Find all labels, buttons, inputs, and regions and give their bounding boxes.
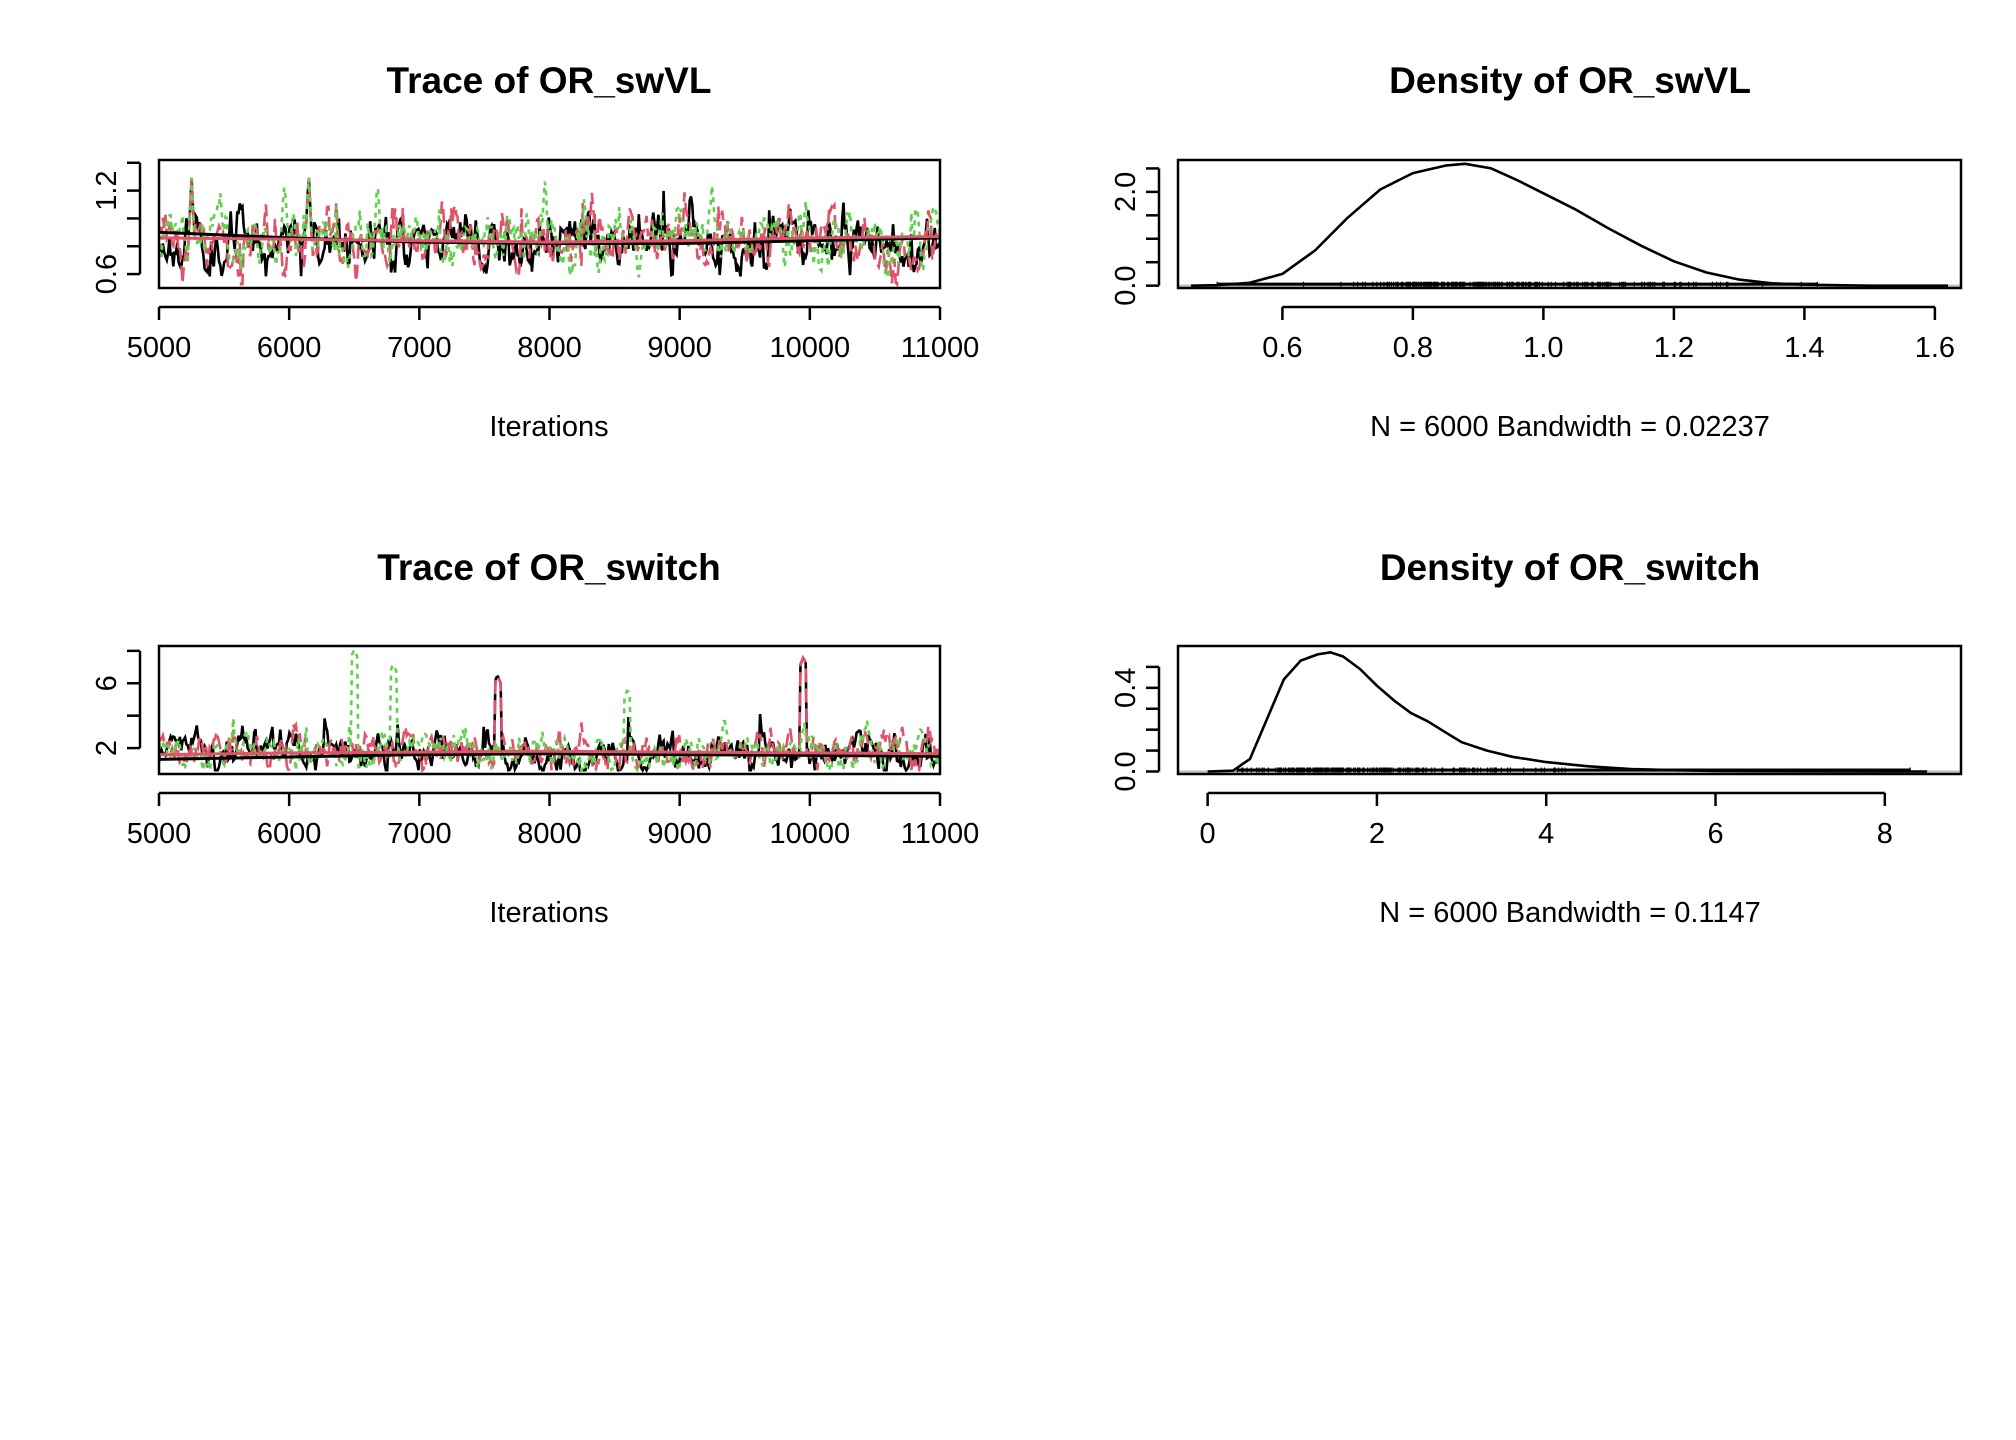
panel-title: Trace of OR_swVL bbox=[387, 60, 712, 101]
panel-title: Density of OR_swVL bbox=[1389, 60, 1751, 101]
x-axis-label: Iterations bbox=[489, 897, 608, 929]
panel-title: Density of OR_switch bbox=[1380, 547, 1760, 588]
x-tick-label: 8 bbox=[1877, 818, 1893, 850]
y-tick-label: 0.6 bbox=[91, 254, 123, 294]
y-tick-label: 2 bbox=[91, 740, 123, 756]
plot-marks bbox=[1178, 650, 1961, 773]
x-tick-label: 6000 bbox=[257, 818, 322, 850]
x-tick-label: 2 bbox=[1369, 818, 1385, 850]
axes: 0 2 4 6 8 0.0 0.4 bbox=[1110, 665, 1893, 850]
plot-frame bbox=[157, 644, 942, 776]
plot-marks bbox=[1178, 162, 1961, 288]
x-tick-label: 8000 bbox=[517, 332, 582, 364]
x-tick-label: 1.2 bbox=[1654, 332, 1694, 364]
x-axis-label: N = 6000 Bandwidth = 0.02237 bbox=[1370, 411, 1770, 443]
x-tick-label: 6 bbox=[1707, 818, 1723, 850]
y-tick-label: 6 bbox=[91, 675, 123, 691]
x-tick-label: 6000 bbox=[257, 332, 322, 364]
x-tick-label: 1.0 bbox=[1523, 332, 1563, 364]
axes: 5000 6000 7000 8000 9000 10000 11000 0.6 1.2 bbox=[91, 161, 980, 364]
y-tick-label: 0.4 bbox=[1110, 668, 1142, 708]
plot-frame bbox=[1176, 158, 1963, 290]
smooth-line bbox=[158, 752, 941, 761]
plot-frame bbox=[157, 158, 942, 290]
y-tick-label: 0.0 bbox=[1110, 751, 1142, 791]
x-tick-label: 10000 bbox=[770, 818, 851, 850]
trace-series-line bbox=[157, 177, 942, 281]
trace-series-line bbox=[157, 177, 942, 278]
plot-frame bbox=[1176, 644, 1963, 776]
x-tick-label: 7000 bbox=[387, 332, 452, 364]
axes: 5000 6000 7000 8000 9000 10000 11000 2 6 bbox=[91, 649, 980, 850]
x-tick-label: 1.6 bbox=[1915, 332, 1955, 364]
smooth-line bbox=[158, 749, 941, 757]
x-tick-label: 10000 bbox=[770, 332, 851, 364]
x-tick-label: 7000 bbox=[387, 818, 452, 850]
density-or-switch-panel: Density of OR_switch N = 6000 Bandwidth … bbox=[1110, 547, 1963, 929]
y-tick-label: 1.2 bbox=[91, 170, 123, 210]
x-tick-label: 4 bbox=[1538, 818, 1554, 850]
x-axis-label: Iterations bbox=[489, 411, 608, 443]
x-tick-label: 1.4 bbox=[1784, 332, 1824, 364]
y-tick-label: 0.0 bbox=[1110, 265, 1142, 305]
x-tick-label: 0.8 bbox=[1393, 332, 1433, 364]
plot-marks bbox=[157, 647, 942, 775]
x-axis-label: N = 6000 Bandwidth = 0.1147 bbox=[1379, 897, 1761, 929]
density-curve bbox=[1207, 650, 1928, 773]
x-tick-label: 11000 bbox=[901, 818, 980, 850]
smooth-line bbox=[158, 235, 941, 244]
x-tick-label: 11000 bbox=[901, 332, 980, 364]
x-tick-label: 9000 bbox=[647, 332, 712, 364]
plot-marks bbox=[157, 177, 942, 288]
x-tick-label: 0.6 bbox=[1262, 332, 1302, 364]
x-tick-label: 0 bbox=[1200, 818, 1216, 850]
density-or-swvl-panel: Density of OR_swVL N = 6000 Bandwidth = … bbox=[1110, 60, 1963, 443]
x-tick-label: 9000 bbox=[647, 818, 712, 850]
panel-title: Trace of OR_switch bbox=[377, 547, 720, 588]
density-curve bbox=[1190, 162, 1948, 288]
y-tick-label: 2.0 bbox=[1110, 172, 1142, 212]
x-tick-label: 5000 bbox=[127, 818, 192, 850]
axes: 0.6 0.8 1.0 1.2 1.4 1.6 0.0 2.0 bbox=[1110, 167, 1955, 364]
trace-or-switch-panel: Trace of OR_switch Iterations 5000 6000 70… bbox=[91, 547, 979, 929]
trace-series-line bbox=[157, 177, 942, 288]
x-tick-label: 5000 bbox=[127, 332, 192, 364]
x-tick-label: 8000 bbox=[517, 818, 582, 850]
trace-or-swvl-panel: Trace of OR_swVL Iterations 5000 6000 7000… bbox=[91, 60, 979, 443]
